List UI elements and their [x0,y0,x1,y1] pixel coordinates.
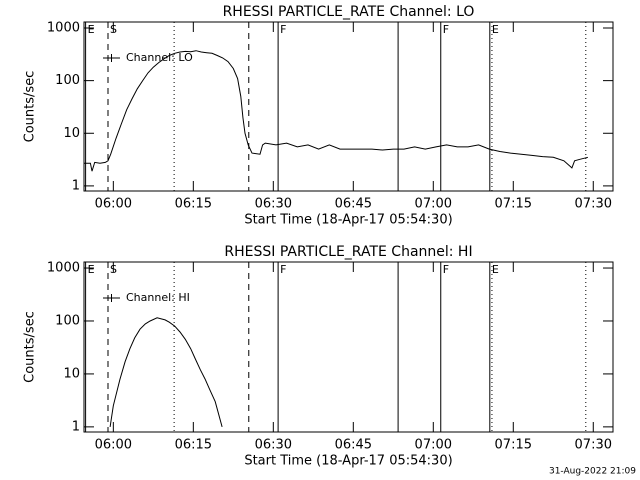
data-line [84,50,589,172]
plot-frame [83,21,614,192]
marker-label: E [492,263,499,276]
x-axis-label: Start Time (18-Apr-17 05:54:30) [244,454,452,469]
x-tick-label: 07:15 [495,197,532,212]
y-tick-label: 1 [72,419,80,434]
y-axis-label: Counts/sec [23,311,38,383]
marker-label: E [492,23,499,36]
marker-label: E [88,263,95,276]
y-axis-label: Counts/sec [23,71,38,143]
legend-label: Channel: LO [126,51,193,64]
y-tick-label: 100 [55,313,80,328]
chart-title: RHESSI PARTICLE_RATE Channel: HI [224,244,472,260]
footer: 31-Aug-2022 21:09 [549,467,636,477]
x-tick-label: 06:45 [335,197,372,212]
x-tick-label: 06:15 [175,197,212,212]
y-tick-label: 10 [63,366,80,381]
x-tick-label: 06:00 [95,438,132,453]
x-tick-label: 07:30 [575,438,612,453]
x-tick-label: 07:30 [575,197,612,212]
y-tick-label: 1000 [47,261,80,276]
x-tick-label: 07:00 [415,197,452,212]
data-line [109,317,223,428]
x-tick-label: 06:30 [255,197,292,212]
x-tick-label: 07:00 [415,438,452,453]
x-tick-label: 07:15 [495,438,532,453]
marker-label: F [443,23,449,36]
y-tick-label: 10 [63,126,80,141]
marker-label: S [110,263,117,276]
y-tick-label: 1000 [47,20,80,35]
x-tick-label: 06:15 [175,438,212,453]
y-tick-label: 1 [72,178,80,193]
marker-label: F [280,23,286,36]
marker-label: F [280,263,286,276]
x-tick-label: 06:00 [95,197,132,212]
marker-label: S [110,23,117,36]
x-tick-label: 06:30 [255,438,292,453]
x-axis-label: Start Time (18-Apr-17 05:54:30) [244,213,452,228]
marker-label: F [443,263,449,276]
chart-title: RHESSI PARTICLE_RATE Channel: LO [223,4,475,20]
plot-frame [83,261,614,433]
marker-label: E [88,23,95,36]
legend-label: Channel: HI [126,291,190,304]
x-tick-label: 06:45 [335,438,372,453]
y-tick-label: 100 [55,73,80,88]
